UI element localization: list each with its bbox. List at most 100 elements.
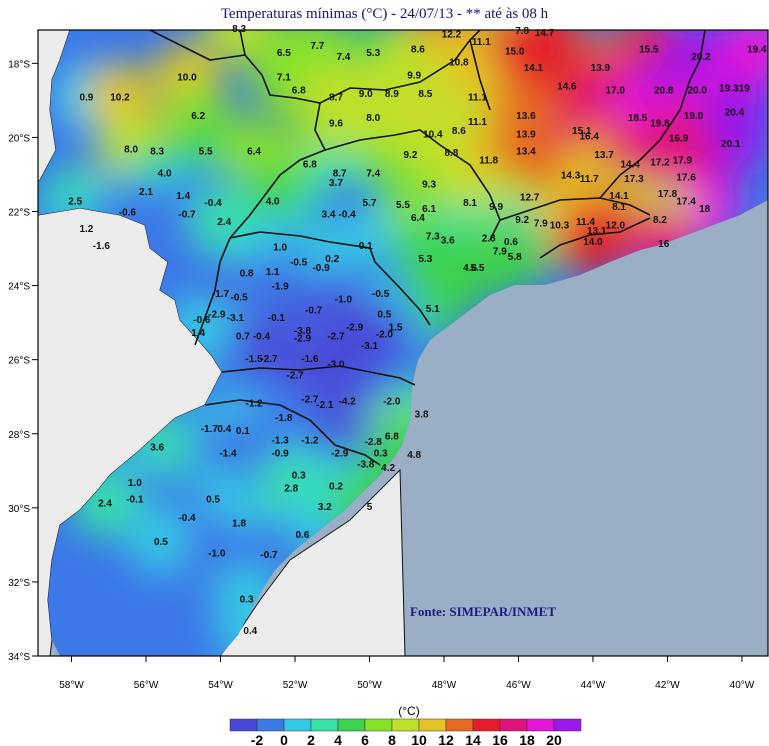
station-value: 5.8 [508,252,522,263]
station-value: 1.0 [273,243,287,254]
station-value: 17.9 [673,156,693,167]
station-value: 11.1 [472,37,491,48]
station-value: 2.4 [217,217,231,228]
station-value: 17.2 [650,157,670,168]
station-value: 15.0 [505,46,525,57]
station-values: 8.3 6.5 7.7 7.4 5.3 8.6 12.2 11.1 7.8 14.7 10.0 7.1… [68,24,767,637]
station-value: -1.9 [271,282,289,293]
station-value: 13.4 [516,146,536,157]
state-borders [149,30,706,466]
station-value: -2.1 [316,400,334,411]
station-value: 11.8 [479,156,498,167]
station-value: 8.6 [411,45,425,56]
colorbar-swatch [364,718,393,732]
station-value: 1.4 [191,328,205,339]
station-value: 9.2 [515,215,529,226]
station-value: 6.8 [303,159,317,170]
lat-tick-label: 22°S [8,208,30,219]
station-value: 9.2 [403,150,417,161]
station-value: 0.3 [374,448,388,459]
station-value: 5.5 [199,146,213,157]
station-value: 8.0 [366,113,380,124]
station-value: 17.0 [606,85,626,96]
lon-tick-label: 58°W [59,680,84,691]
station-value: 11.1 [468,117,487,128]
station-value: -0.9 [312,263,330,274]
station-value: 3.6 [441,235,455,246]
station-value: 1.5 [389,322,403,333]
colorbar-swatch [445,718,474,732]
station-value: -1.2 [245,398,263,409]
station-value: 6.2 [191,111,205,122]
station-value: 14.0 [583,237,603,248]
station-value: 8.9 [385,89,399,100]
station-value: 20.0 [688,85,708,96]
station-value: 4.8 [407,450,421,461]
station-value: -1.7 [201,424,219,435]
lat-tick-label: 18°S [8,59,30,70]
station-value: -3.0 [327,359,345,370]
station-value: 0.5 [154,537,168,548]
station-value: 14.7 [535,28,555,39]
station-value: -0.4 [178,513,196,524]
station-value: -1.8 [275,413,293,424]
station-value: 0.1 [359,241,373,252]
station-value: 11.4 [576,217,595,228]
station-value: -3.1 [361,341,379,352]
station-value: 7.4 [336,52,350,63]
station-value: 1.0 [128,478,142,489]
station-value: 11.7 [580,174,599,185]
station-value: -3.1 [227,313,245,324]
station-value: 6.4 [411,213,425,224]
station-value: 10.4 [423,130,443,141]
station-value: 0.8 [240,269,254,280]
latitude-axis: 18°S 20°S 22°S 24°S 26°S 28°S 30°S 32°S 34°S [8,59,38,663]
station-value: 7.3 [426,232,440,243]
lat-tick-label: 34°S [8,652,30,663]
colorbar-label: 14 [465,732,481,746]
colorbar-label: 16 [492,732,508,746]
station-value: -1.7 [212,289,230,300]
colorbar: -2 0 2 4 6 8 10 12 14 16 18 20 [229,718,582,746]
colorbar-swatch [256,718,285,732]
station-value: 16 [658,239,670,250]
station-value: 9.9 [489,202,503,213]
station-value: 17.3 [624,174,644,185]
station-value: 10.0 [177,72,197,83]
station-value: 18 [699,204,711,215]
station-value: -2.7 [286,370,304,381]
station-value: 5 [367,502,373,513]
colorbar-label: 10 [411,732,427,746]
station-value: 19.0 [684,111,704,122]
station-value: -0.7 [178,209,196,220]
station-value: -2.7 [260,354,278,365]
station-value: 13.9 [516,130,536,141]
station-value: 5.1 [426,304,440,315]
station-value: -0.7 [260,550,278,561]
station-value: 4.2 [381,463,395,474]
station-value: 1.1 [266,267,280,278]
lon-tick-label: 42°W [655,680,680,691]
station-value: 7.1 [277,72,291,83]
station-value: 6.1 [422,204,436,215]
station-value: 20.4 [725,107,745,118]
station-value: 8.7 [329,93,343,104]
station-value: -1.5 [245,354,263,365]
station-value: -0.4 [339,209,357,220]
station-value: -1.0 [335,295,353,306]
station-value: 19.8 [650,119,670,130]
station-value: 8.6 [452,126,466,137]
station-value: 6.8 [292,85,306,96]
map-frame [37,29,769,657]
station-value: -1.6 [301,354,319,365]
field-blob [126,507,195,576]
longitude-axis: 58°W 56°W 54°W 52°W 50°W 48°W 46°W 44°W 42°W 40°W [59,656,755,691]
colorbar-label: 18 [519,732,535,746]
lon-tick-label: 44°W [581,680,606,691]
station-value: -1.4 [219,448,237,459]
station-value: 9.0 [359,89,373,100]
station-value: 3.7 [329,178,343,189]
colorbar-swatch [499,718,528,732]
station-value: -2.0 [376,330,394,341]
station-value: 12.2 [442,30,462,41]
